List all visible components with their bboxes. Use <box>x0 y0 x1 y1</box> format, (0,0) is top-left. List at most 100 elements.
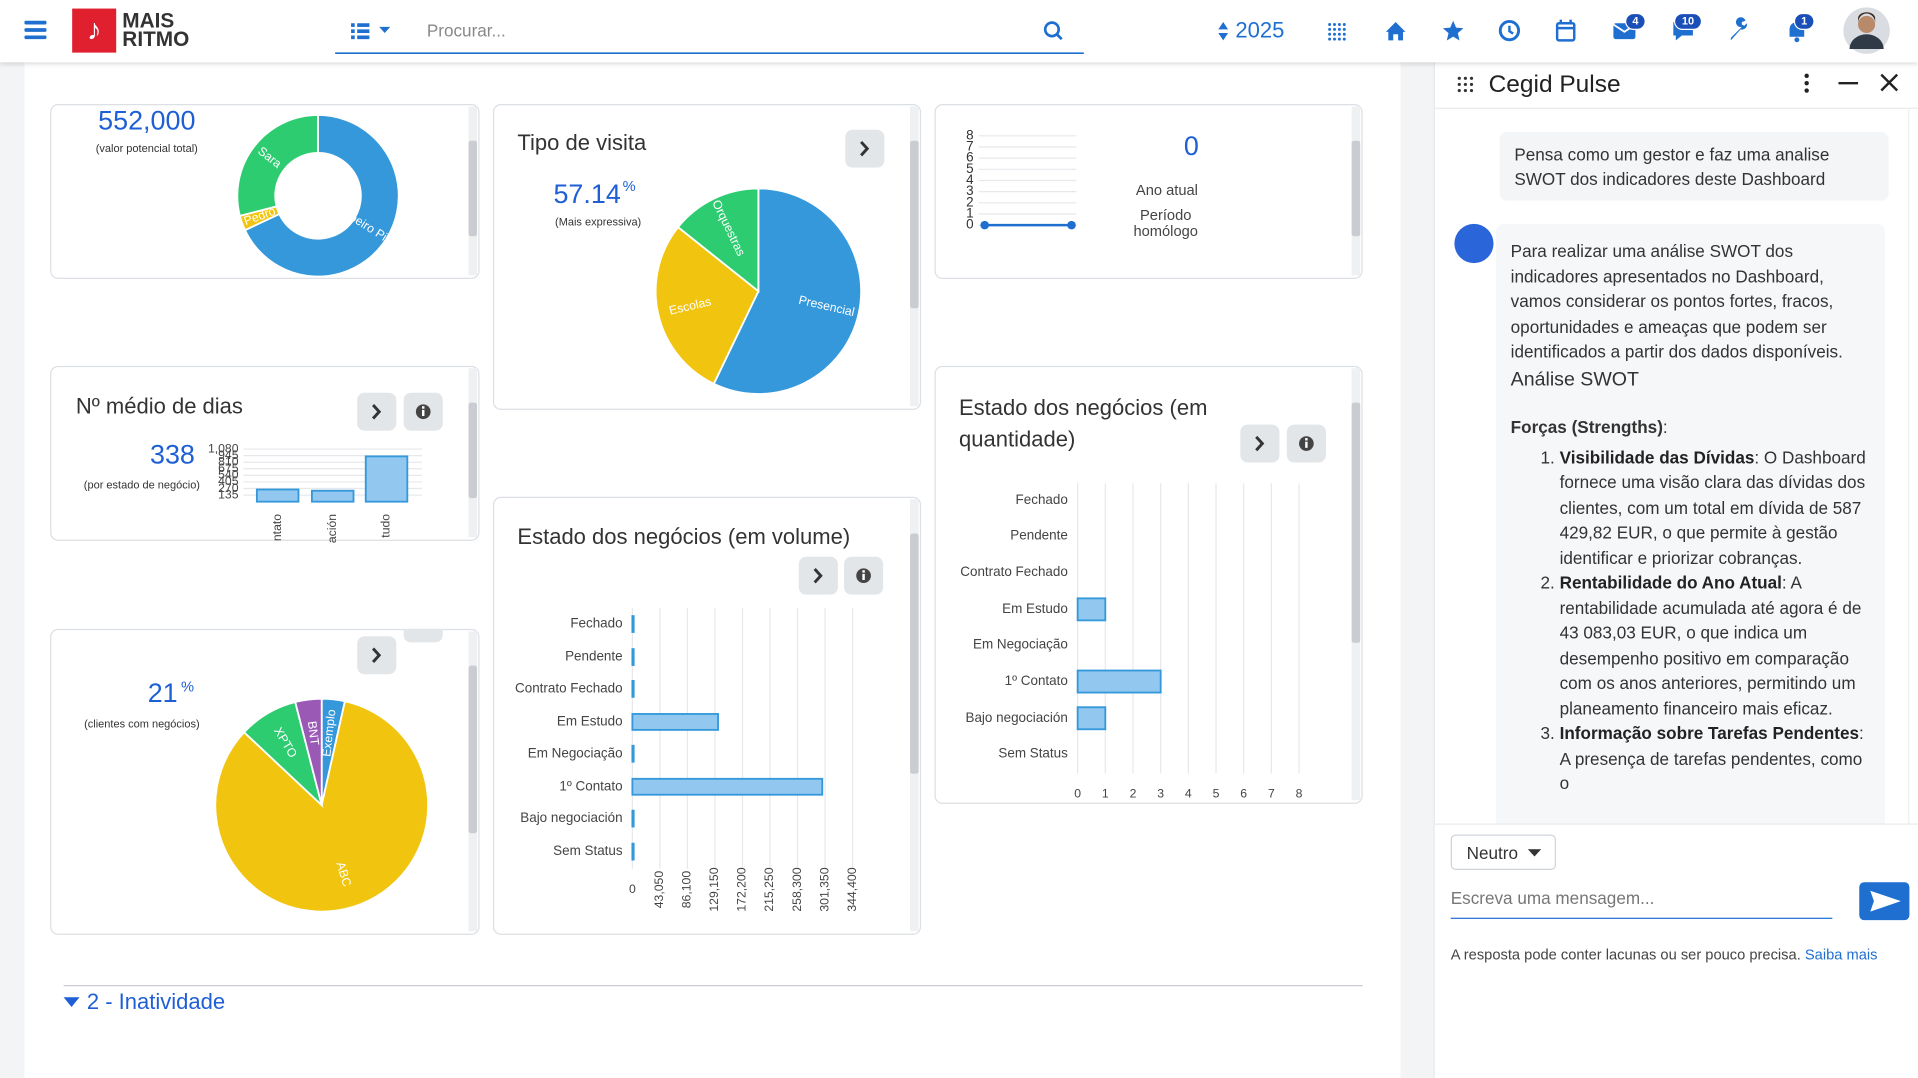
y-tick-label: 540 <box>218 468 239 482</box>
info-icon <box>862 573 865 580</box>
bar <box>310 489 355 503</box>
button-bg <box>357 392 397 431</box>
home-button[interactable] <box>1385 22 1406 41</box>
x-tick-label: ntato <box>270 514 284 541</box>
bar <box>631 744 635 763</box>
x-tick-label: 0 <box>1074 786 1081 800</box>
widget-title: Nº médio de dias <box>76 393 243 418</box>
y-tick-label: 2 <box>966 194 973 209</box>
kpi-caption: (valor potencial total) <box>96 143 198 155</box>
favorites-button[interactable] <box>1442 20 1464 41</box>
y-tick-label: 7 <box>966 139 973 154</box>
x-tick-label: 2 <box>1130 786 1137 800</box>
user-message: Pensa como um gestor e faz uma analise S… <box>1499 132 1889 201</box>
y-tick-label: Fechado <box>1016 492 1068 507</box>
badge: 10 <box>1673 12 1703 30</box>
x-tick-label: 301,350 <box>817 867 831 911</box>
y-tick-label: 270 <box>218 481 239 495</box>
bar <box>1076 597 1107 622</box>
info-button[interactable] <box>844 556 884 595</box>
bar <box>1076 706 1107 731</box>
section-title: 2 - Inatividade <box>87 989 225 1014</box>
y-tick-label: Bajo negociación <box>966 710 1068 725</box>
dropdown-caret <box>1527 849 1542 857</box>
strength-text: : A presença de tarefas pendentes, como … <box>1559 723 1864 793</box>
y-tick-label: 675 <box>218 461 239 475</box>
disclaimer: A resposta pode conter lacunas ou ser po… <box>1451 946 1878 963</box>
menu-button[interactable] <box>24 20 47 40</box>
pie-slice <box>236 114 319 217</box>
x-tick-label: 172,200 <box>735 867 749 911</box>
badge: 1 <box>1793 12 1815 30</box>
x-tick-label: 4 <box>1185 786 1192 800</box>
x-tick-label: 7 <box>1268 786 1275 800</box>
x-tick-label: 86,100 <box>680 871 694 909</box>
y-tick-label: 1 <box>966 206 973 221</box>
strength-title: Informação sobre Tarefas Pendentes <box>1559 723 1860 743</box>
y-tick-label: 8 <box>966 127 973 142</box>
y-tick-label: 1,080 <box>208 441 239 455</box>
top-bar: ♪ MAIS RITMO Procurar... 2025 4 10 1 <box>0 0 1918 63</box>
y-tick-label: 810 <box>218 454 239 468</box>
logo-mark[interactable] <box>72 8 117 53</box>
close-button[interactable] <box>1880 73 1899 92</box>
apps-button[interactable] <box>1328 23 1346 41</box>
info-icon <box>422 409 425 417</box>
kpi-value: 57.14 <box>553 179 620 209</box>
x-tick-label: 0 <box>629 882 636 896</box>
strength-item: Informação sobre Tarefas Pendentes: A pr… <box>1560 721 1871 796</box>
calendar-button[interactable] <box>1555 19 1576 42</box>
open-button[interactable] <box>1240 424 1280 463</box>
y-tick-label: 405 <box>218 474 239 488</box>
conversation: Pensa como um gestor e faz uma analise S… <box>1435 108 1910 824</box>
year-selector[interactable]: 2025 <box>1235 18 1284 43</box>
pie-slice <box>712 187 863 395</box>
search-button[interactable] <box>1043 21 1063 41</box>
pie-slice <box>294 697 323 806</box>
composer: Neutro Escreva uma mensagem... A respost… <box>1434 823 1918 1078</box>
y-tick-label: Pendente <box>1010 527 1068 542</box>
send-button[interactable] <box>1859 882 1910 921</box>
bar <box>255 488 300 503</box>
y-tick-label: 5 <box>966 161 973 176</box>
card <box>934 104 1363 279</box>
more-button[interactable] <box>1804 73 1809 93</box>
tone-select[interactable]: Neutro <box>1450 834 1556 870</box>
open-button[interactable] <box>357 636 397 675</box>
search-input[interactable]: Procurar... <box>427 21 506 40</box>
tools-button[interactable] <box>1730 17 1747 41</box>
chevron-icon <box>371 647 382 663</box>
info-button[interactable] <box>1286 424 1326 463</box>
message-input[interactable]: Escreva uma mensagem... <box>1450 883 1833 919</box>
learn-more-link[interactable]: Saiba mais <box>1804 945 1878 963</box>
year-arrows[interactable] <box>1218 22 1229 41</box>
y-tick-label: Sem Status <box>998 745 1068 760</box>
kpi-caption: (por estado de negócio) <box>84 480 200 492</box>
history-button[interactable] <box>1498 19 1521 42</box>
section-toggle[interactable] <box>63 997 80 1008</box>
search-filter[interactable] <box>351 23 391 40</box>
widget-title: Estado dos negócios (em quantidade) <box>958 395 1208 452</box>
card-scrollbar-thumb <box>910 533 919 774</box>
bar <box>631 648 635 666</box>
widget-title-box: Estado dos negócios (em quantidade) <box>958 395 1208 452</box>
card-scrollbar-thumb <box>910 140 919 309</box>
open-button[interactable] <box>845 129 885 168</box>
assistant-message: Para realizar uma análise SWOT dos indic… <box>1495 223 1885 824</box>
x-tick-label: 5 <box>1213 786 1220 800</box>
y-tick-label: Sem Status <box>553 843 623 858</box>
user-avatar[interactable] <box>1843 7 1890 54</box>
y-tick-label: 135 <box>218 487 239 501</box>
pie-slice <box>214 700 430 913</box>
open-button[interactable] <box>357 392 397 431</box>
dashboard: 552,000 (valor potencial total) Tipo de vi… <box>24 62 1401 1078</box>
open-button[interactable] <box>798 556 838 595</box>
info-button[interactable] <box>403 392 443 431</box>
info-icon <box>1305 441 1308 448</box>
x-tick-label: 1 <box>1102 786 1109 800</box>
y-tick-label: Contrato Fechado <box>960 564 1068 579</box>
bar <box>631 713 719 731</box>
chevron-icon <box>860 140 870 157</box>
